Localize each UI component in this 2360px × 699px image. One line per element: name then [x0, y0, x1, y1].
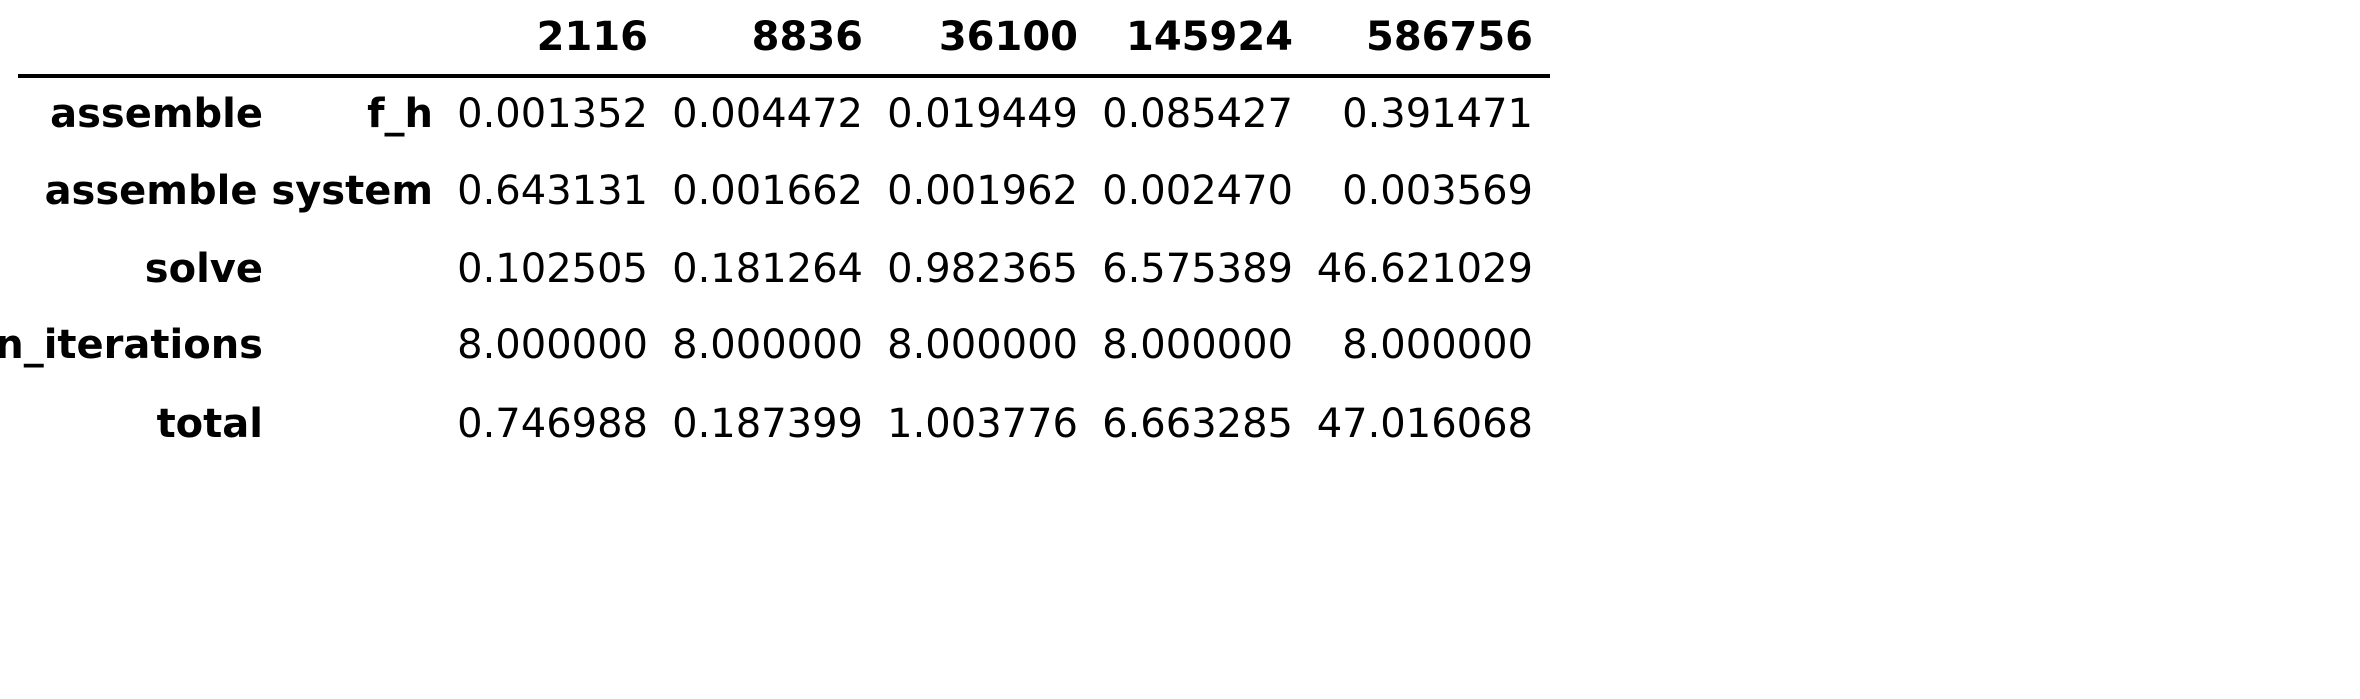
- row-sublabel: assemble system: [44, 168, 433, 214]
- results-table: 2116 8836 36100 145924 586756 assemble f_h 0.00…: [0, 0, 1560, 465]
- table-cell: 8.000000: [1102, 322, 1293, 368]
- table-cell: 0.746988: [457, 401, 648, 447]
- table-cell: 0.102505: [457, 246, 648, 292]
- column-header: 36100: [938, 14, 1078, 60]
- column-header: 586756: [1366, 14, 1533, 60]
- table-cell: 0.982365: [887, 246, 1078, 292]
- table-cell: 0.002470: [1102, 168, 1293, 214]
- table-cell: 6.575389: [1102, 246, 1293, 292]
- table-cell: 0.019449: [887, 91, 1078, 137]
- column-header: 2116: [536, 14, 648, 60]
- header-rule: [18, 74, 1550, 78]
- table-cell: 0.001662: [672, 168, 863, 214]
- row-label: assemble: [50, 91, 263, 137]
- row-label: solve: [144, 246, 263, 292]
- table-cell: 46.621029: [1316, 246, 1533, 292]
- table-cell: 8.000000: [887, 322, 1078, 368]
- table-cell: 47.016068: [1316, 401, 1533, 447]
- table-cell: 0.003569: [1342, 168, 1533, 214]
- row-label: total: [156, 401, 263, 447]
- row-label: n_iterations: [0, 322, 263, 368]
- table-cell: 1.003776: [887, 401, 1078, 447]
- table-cell: 0.004472: [672, 91, 863, 137]
- table-cell: 0.391471: [1342, 91, 1533, 137]
- table-cell: 8.000000: [1342, 322, 1533, 368]
- table-cell: 0.187399: [672, 401, 863, 447]
- table-cell: 0.181264: [672, 246, 863, 292]
- row-sublabel: f_h: [367, 91, 433, 137]
- table-cell: 8.000000: [672, 322, 863, 368]
- table-cell: 0.643131: [457, 168, 648, 214]
- column-header: 145924: [1126, 14, 1293, 60]
- table-cell: 0.085427: [1102, 91, 1293, 137]
- table-cell: 0.001962: [887, 168, 1078, 214]
- table-cell: 6.663285: [1102, 401, 1293, 447]
- column-header: 8836: [751, 14, 863, 60]
- table-cell: 0.001352: [457, 91, 648, 137]
- table-cell: 8.000000: [457, 322, 648, 368]
